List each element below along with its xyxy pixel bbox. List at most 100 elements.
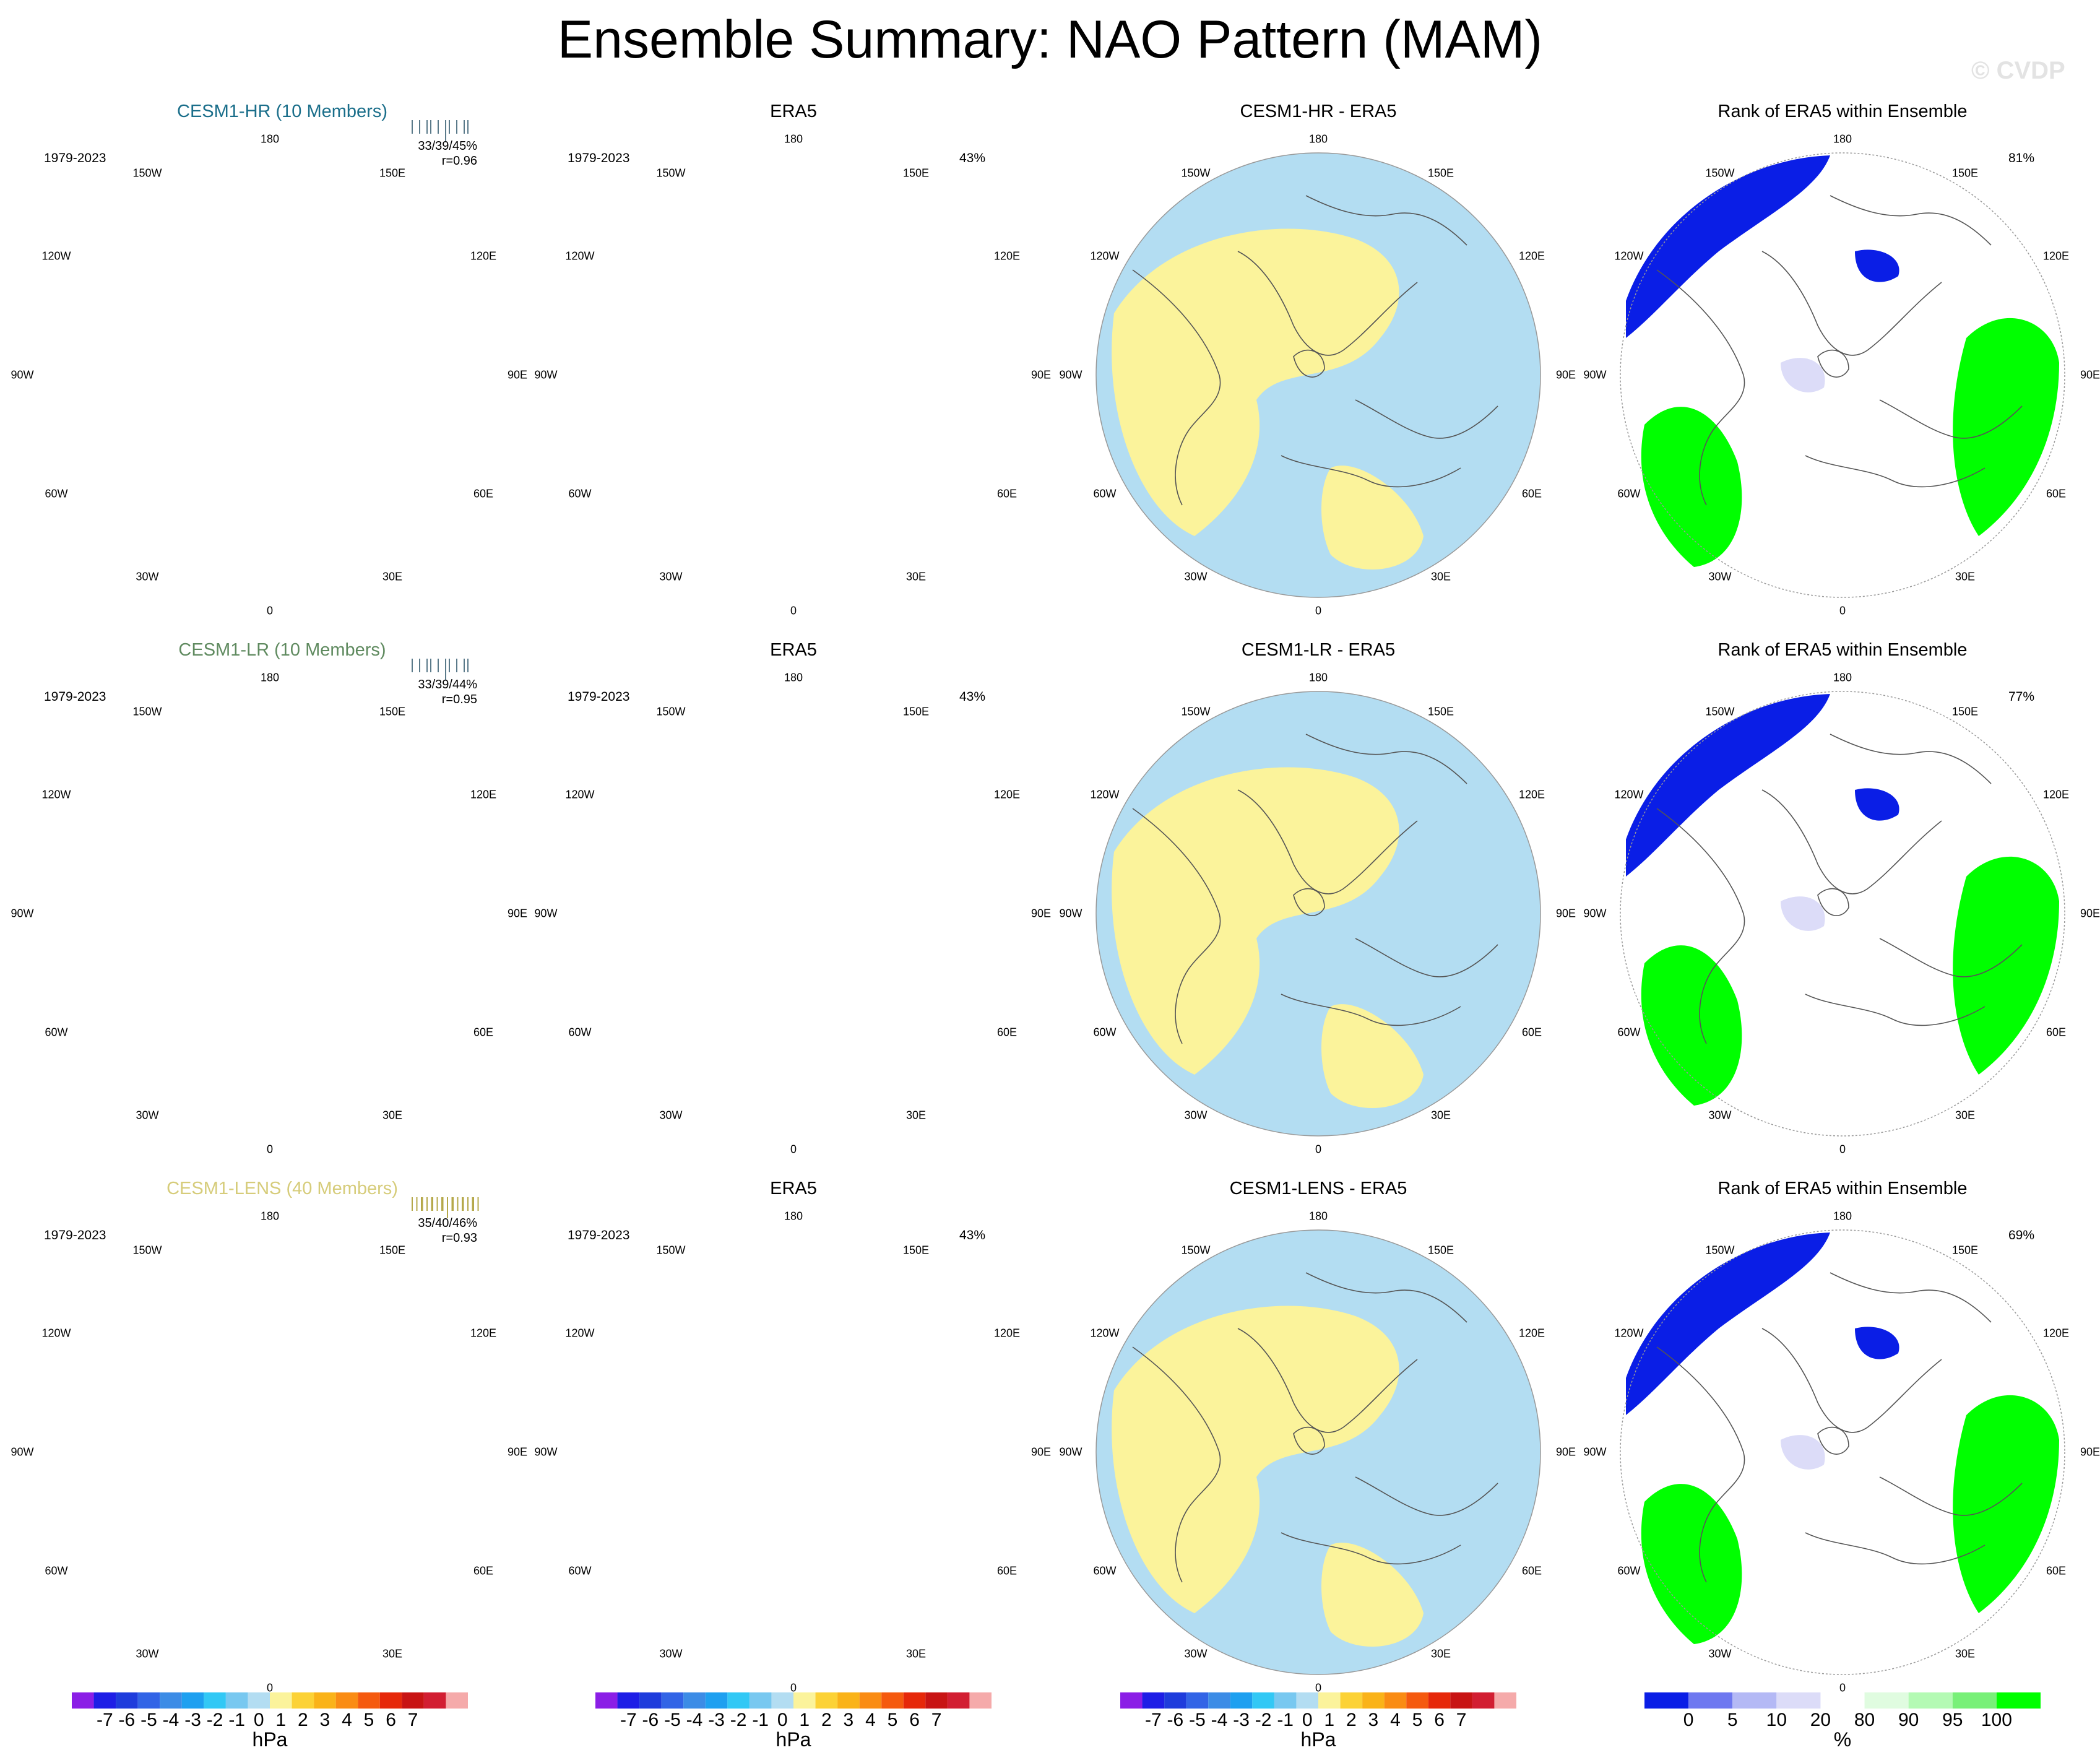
colorbar-1-tick-label: -4 xyxy=(162,1710,179,1730)
colorbar-swatch xyxy=(837,1692,860,1709)
colorbar-4-tick-label: 0 xyxy=(1683,1710,1694,1730)
longitude-label-e120: 120E xyxy=(2042,788,2070,801)
colorbar-swatch xyxy=(1208,1692,1230,1709)
low-rank-region-asia xyxy=(1855,788,1899,821)
coastline xyxy=(756,994,936,1025)
longitude-label-top: 180 xyxy=(1308,1210,1328,1223)
longitude-label-e150: 150E xyxy=(1427,1244,1454,1257)
longitude-label-e60: 60E xyxy=(473,1564,494,1577)
positive-difference-region-south xyxy=(1321,1543,1424,1647)
longitude-label-bottom: 0 xyxy=(790,1681,797,1694)
colorbar-2-tick-label: 1 xyxy=(799,1710,810,1730)
longitude-label-e150: 150E xyxy=(1951,705,1979,718)
longitude-label-e150: 150E xyxy=(1951,1244,1979,1257)
colorbar-swatch xyxy=(705,1692,728,1709)
colorbar-swatch xyxy=(815,1692,838,1709)
longitude-label-w150: 150W xyxy=(1181,705,1211,718)
longitude-label-w30: 30W xyxy=(659,1109,683,1122)
coastline xyxy=(1281,455,1461,488)
coastline xyxy=(1281,1532,1461,1565)
longitude-label-e150: 150E xyxy=(902,705,930,718)
colorbar-swatch xyxy=(1450,1692,1472,1709)
negative-anomaly-region xyxy=(591,188,981,538)
longitude-label-e90: 90E xyxy=(1031,368,1052,381)
high-rank-region-atlantic xyxy=(1641,407,1742,567)
colorbar-3-tick-label: 7 xyxy=(1456,1710,1467,1730)
colorbar-1-tick-label: 7 xyxy=(407,1710,418,1730)
longitude-label-e60: 60E xyxy=(996,487,1018,500)
colorbar-swatch xyxy=(1362,1692,1385,1709)
colorbar-swatch xyxy=(137,1692,160,1709)
coastline xyxy=(1132,1346,1221,1583)
colorbar-4-tick-label: 20 xyxy=(1810,1710,1831,1730)
longitude-label-w60: 60W xyxy=(568,1026,592,1039)
colorbar-swatch xyxy=(595,1692,618,1709)
longitude-label-w150: 150W xyxy=(656,1244,686,1257)
colorbar-2-tick-label: -4 xyxy=(686,1710,703,1730)
colorbar-4 xyxy=(1644,1692,2041,1709)
coastline xyxy=(781,196,942,245)
panel-title-obs-row3: ERA5 xyxy=(770,1179,817,1198)
icelandic-low-core xyxy=(218,855,287,929)
longitude-label-w30: 30W xyxy=(136,570,159,583)
pale-rank-region xyxy=(1781,1435,1825,1470)
coastline xyxy=(1293,1426,1325,1455)
longitude-label-w120: 120W xyxy=(565,249,595,262)
colorbar-swatch xyxy=(358,1692,380,1709)
azores-high-outer xyxy=(668,455,846,513)
coastline xyxy=(756,456,936,487)
colorbar-2-tick-label: 6 xyxy=(909,1710,920,1730)
longitude-label-e120: 120E xyxy=(1518,1327,1545,1340)
icelandic-low-core xyxy=(742,316,811,391)
longitude-label-w150: 150W xyxy=(656,705,686,718)
longitude-label-w30: 30W xyxy=(1184,1647,1208,1660)
colorbar-swatch xyxy=(270,1692,292,1709)
positive-difference-region-south xyxy=(1321,1004,1424,1108)
longitude-label-w90: 90W xyxy=(534,907,558,920)
colorbar-swatch xyxy=(1428,1692,1451,1709)
longitude-label-e60: 60E xyxy=(1521,487,1542,500)
longitude-label-w90: 90W xyxy=(534,368,558,381)
coastline xyxy=(1656,808,1745,1044)
longitude-label-e150: 150E xyxy=(379,705,406,718)
longitude-label-e60: 60E xyxy=(2046,487,2067,500)
colorbar-swatch xyxy=(160,1692,182,1709)
coastline xyxy=(831,1477,973,1515)
coastline xyxy=(1879,1476,2023,1516)
colorbar-3-tick-label: -7 xyxy=(1144,1710,1162,1730)
colorbar-4-tick-label: 80 xyxy=(1854,1710,1875,1730)
longitude-label-e120: 120E xyxy=(993,249,1021,262)
longitude-label-top: 180 xyxy=(1833,1210,1852,1223)
coastline xyxy=(1830,195,1992,246)
coastline xyxy=(257,734,418,784)
panel-title-diff-row1: CESM1-HR - ERA5 xyxy=(1240,102,1397,121)
longitude-label-e150: 150E xyxy=(902,167,930,180)
colorbar-swatch xyxy=(947,1692,970,1709)
low-rank-region-asia xyxy=(1855,249,1899,282)
colorbar-swatch xyxy=(1186,1692,1209,1709)
coastline xyxy=(781,734,942,784)
low-rank-region-pacific xyxy=(1626,155,1830,338)
longitude-label-e150: 150E xyxy=(902,1244,930,1257)
longitude-label-e90: 90E xyxy=(507,1445,528,1458)
azores-high-core xyxy=(173,1548,245,1574)
longitude-label-bottom: 0 xyxy=(266,1681,274,1694)
colorbar-2-tick-label: -6 xyxy=(642,1710,659,1730)
longitude-label-e90: 90E xyxy=(507,368,528,381)
coastline xyxy=(756,1533,936,1564)
coastline xyxy=(1817,349,1849,378)
longitude-label-e30: 30E xyxy=(905,570,927,583)
longitude-label-e120: 120E xyxy=(1518,788,1545,801)
longitude-label-e60: 60E xyxy=(2046,1026,2067,1039)
longitude-label-w120: 120W xyxy=(1090,1327,1120,1340)
longitude-label-w150: 150W xyxy=(132,167,162,180)
longitude-label-w60: 60W xyxy=(568,1564,592,1577)
colorbar-1-tick-label: 5 xyxy=(363,1710,374,1730)
icelandic-low-core xyxy=(218,316,287,391)
longitude-label-top: 180 xyxy=(784,1210,803,1223)
colorbar-2-units: hPa xyxy=(776,1728,811,1751)
colorbar-3-tick-label: 6 xyxy=(1434,1710,1445,1730)
icelandic-low-outer xyxy=(175,1343,321,1502)
longitude-label-w150: 150W xyxy=(1705,705,1735,718)
colorbar-3-tick-label: -2 xyxy=(1255,1710,1272,1730)
